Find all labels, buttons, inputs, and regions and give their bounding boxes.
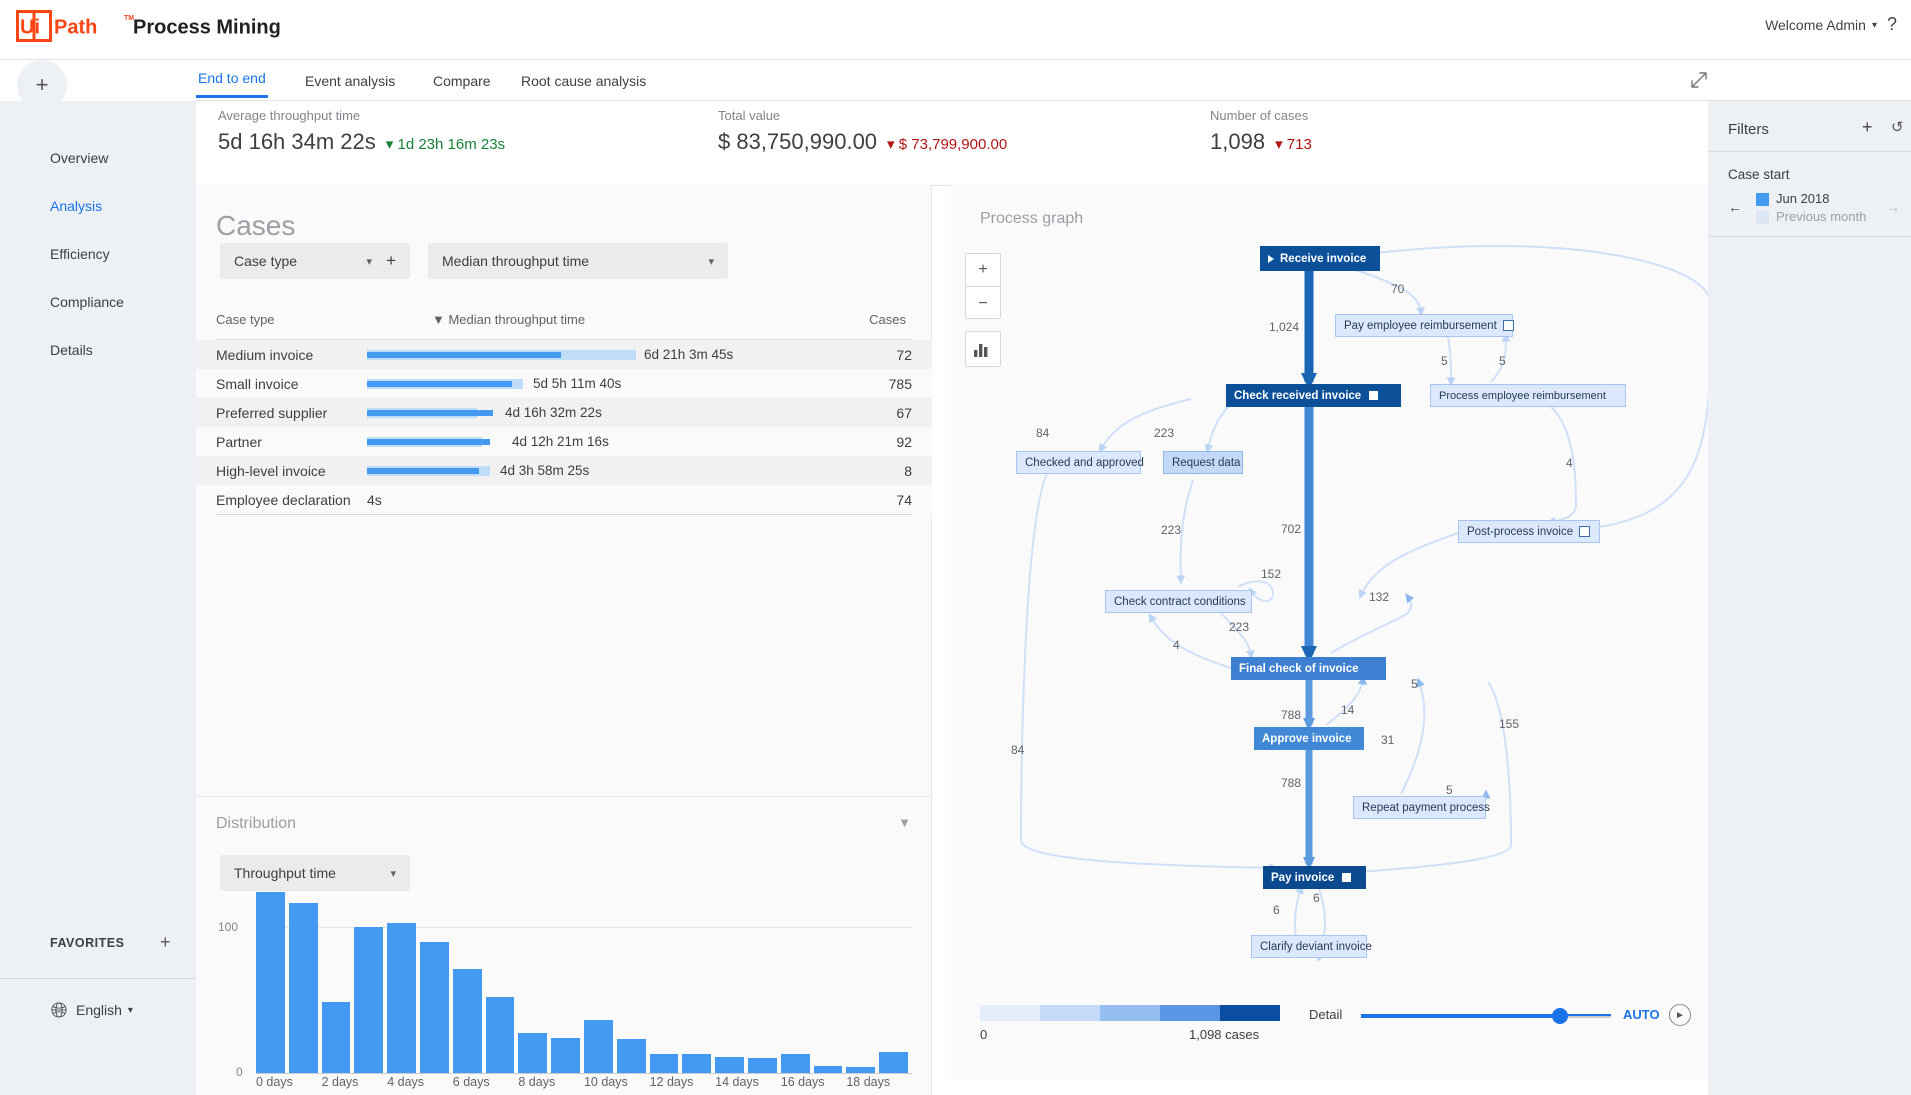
svg-text:Process Mining: Process Mining [133,17,281,39]
svg-text:Path: Path [54,17,97,39]
svg-text:Ui: Ui [20,17,40,39]
